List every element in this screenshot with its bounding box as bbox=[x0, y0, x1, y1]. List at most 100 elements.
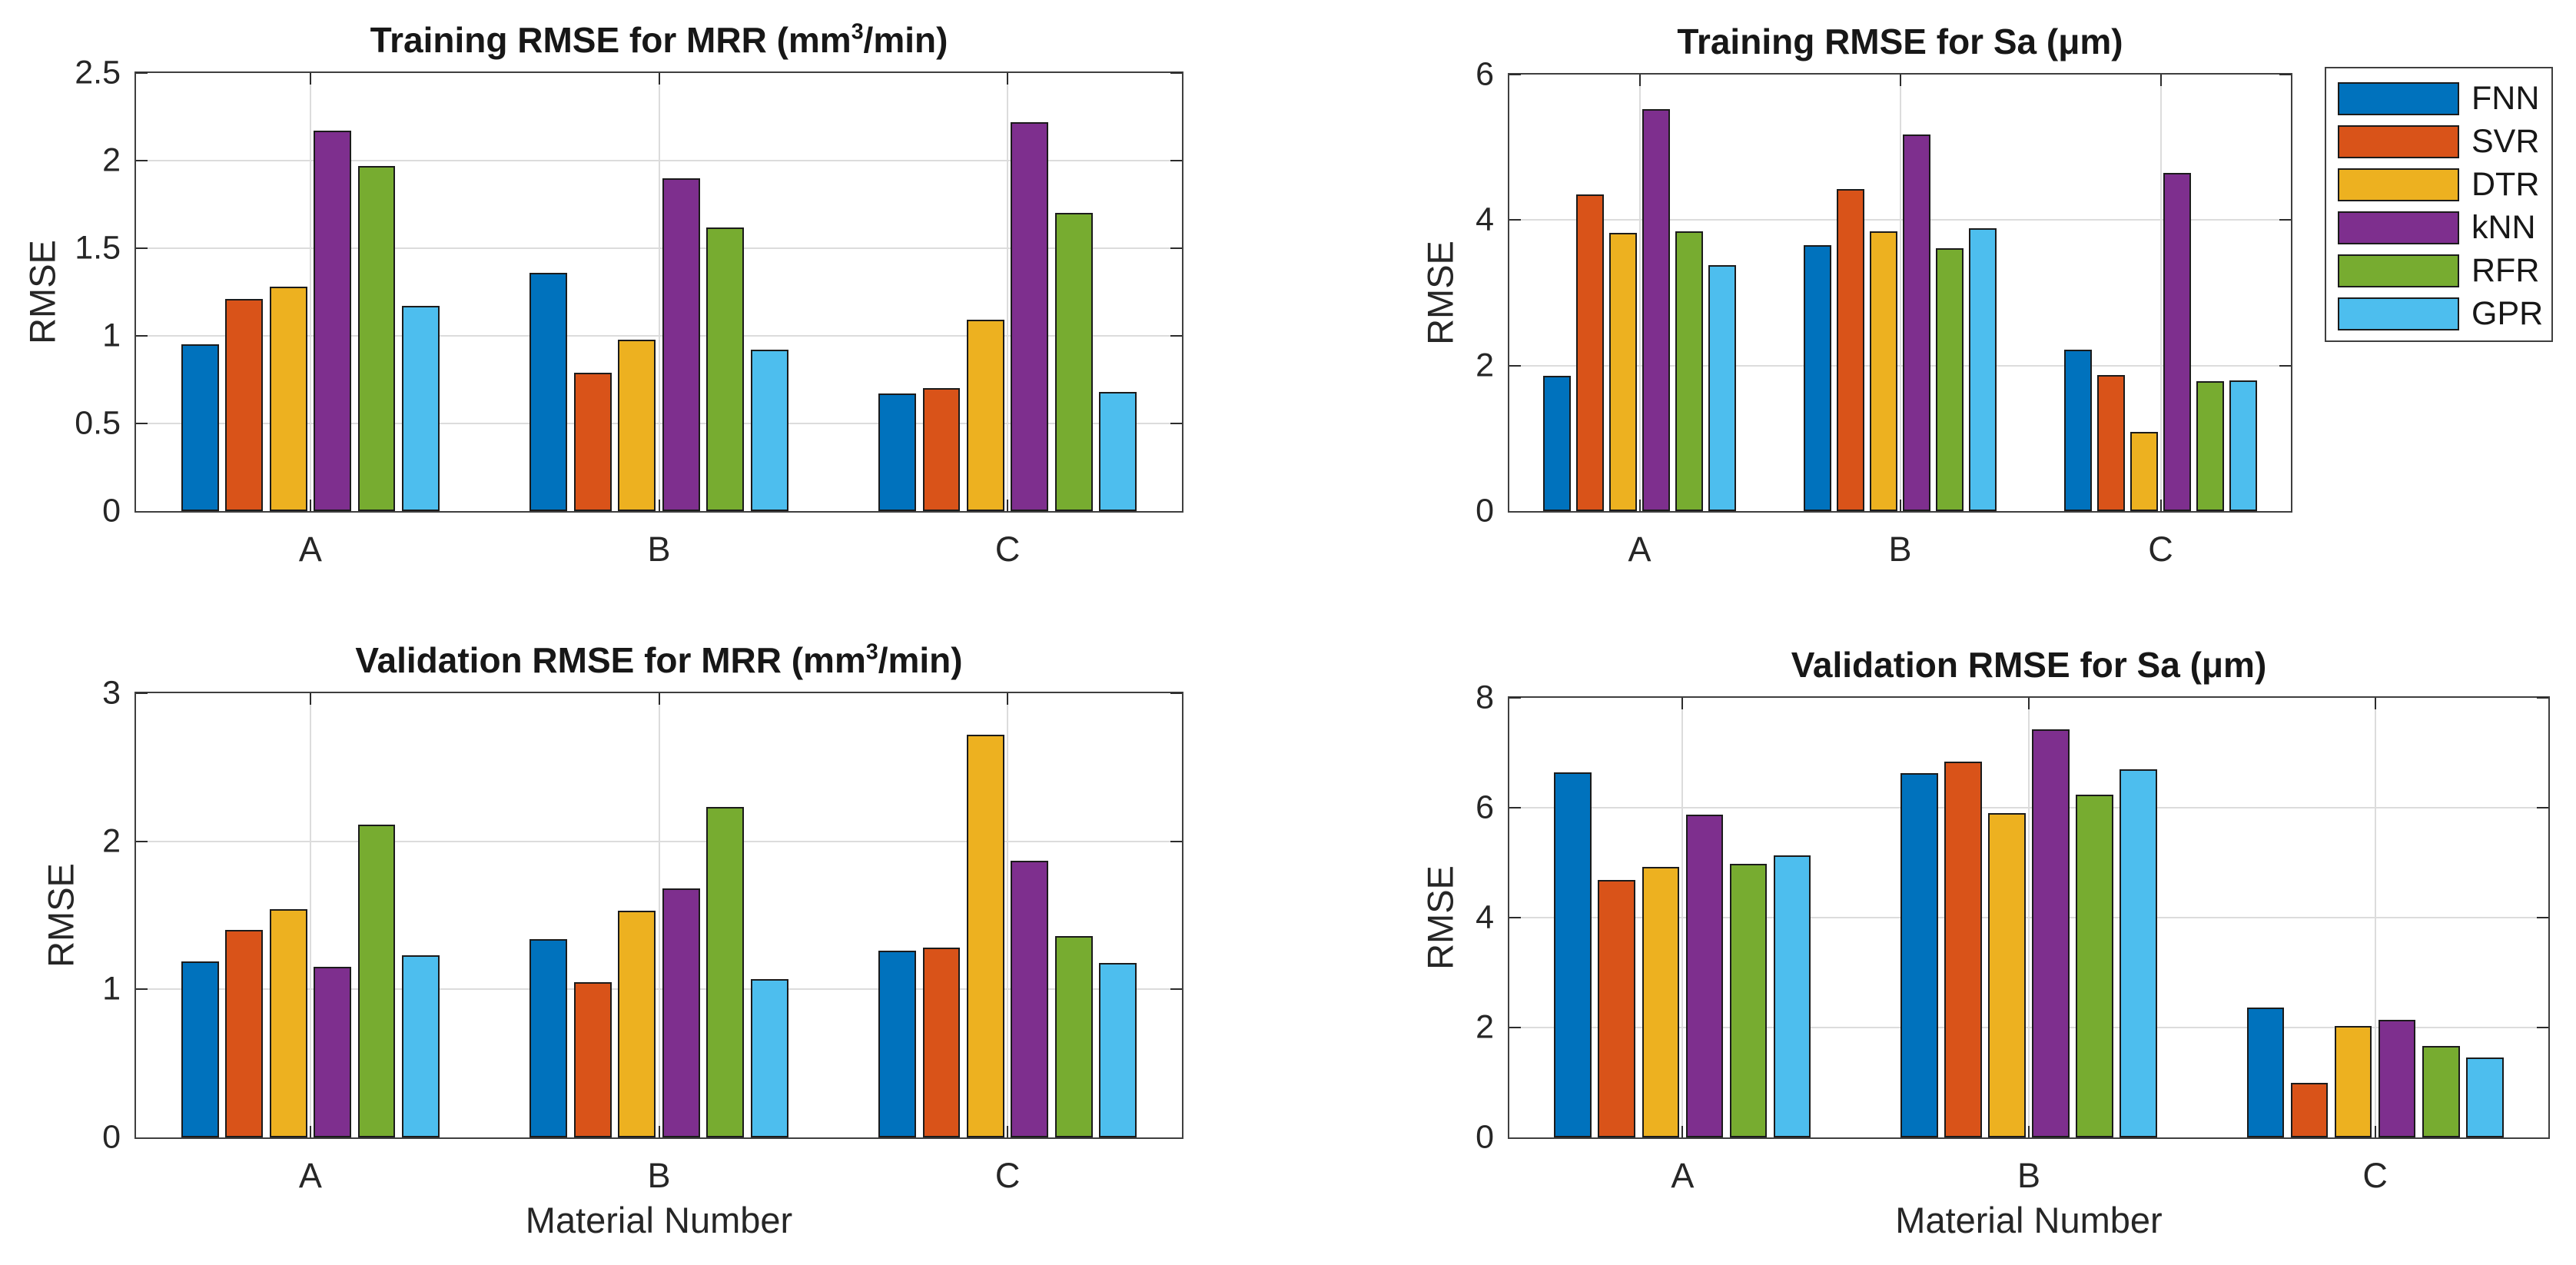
x-tick-label: A bbox=[1628, 530, 1651, 569]
bar-DTR-A bbox=[1608, 233, 1638, 511]
bar-SVR-C bbox=[922, 948, 961, 1137]
y-tick-label: 4 bbox=[1476, 201, 1494, 238]
bar-RFR-A bbox=[357, 165, 396, 511]
y-tick-label: 2.5 bbox=[75, 54, 121, 91]
x-tick-mark bbox=[1007, 73, 1009, 85]
bar-RFR-A bbox=[1729, 863, 1768, 1137]
legend-label: RFR bbox=[2471, 251, 2540, 289]
v-gridline bbox=[1681, 698, 1684, 1137]
x-tick-mark bbox=[1638, 500, 1641, 511]
y-tick-mark bbox=[1509, 807, 1521, 808]
x-tick-mark bbox=[1007, 1126, 1009, 1137]
v-gridline bbox=[1899, 75, 1901, 511]
legend-entry: SVR bbox=[2338, 120, 2551, 163]
x-tick-mark bbox=[2374, 1126, 2376, 1137]
legend-label: FNN bbox=[2471, 79, 2540, 117]
x-tick-label: C bbox=[2362, 1156, 2388, 1195]
y-tick-label: 1.5 bbox=[75, 229, 121, 267]
y-tick-mark bbox=[1170, 247, 1182, 249]
bar-SVR-A bbox=[225, 299, 264, 511]
v-gridline bbox=[309, 73, 311, 511]
x-tick-mark bbox=[1007, 693, 1009, 705]
x-tick-mark bbox=[2374, 698, 2376, 709]
legend-swatch-DTR bbox=[2338, 168, 2459, 201]
y-tick-label: 0.5 bbox=[75, 404, 121, 442]
y-tick-label: 4 bbox=[1476, 898, 1494, 936]
chart-title-superscript: 3 bbox=[851, 19, 864, 45]
x-tick-label: B bbox=[1888, 530, 1912, 569]
bar-FNN-A bbox=[181, 344, 219, 511]
bar-GPR-B bbox=[2120, 769, 2157, 1137]
axes-validation-mrr: Validation RMSE for MRR (mm3/min) RMSE M… bbox=[41, 639, 1183, 1240]
legend-swatch-SVR bbox=[2338, 125, 2459, 158]
v-gridline bbox=[658, 693, 660, 1137]
y-tick-mark bbox=[2537, 1027, 2548, 1028]
v-gridline bbox=[2159, 75, 2162, 511]
bar-GPR-A bbox=[402, 955, 440, 1137]
y-tick-mark bbox=[136, 692, 148, 694]
bar-RFR-B bbox=[2076, 794, 2113, 1137]
x-axis-label: Material Number bbox=[1895, 1200, 2163, 1240]
bar-SVR-A bbox=[1598, 879, 1635, 1137]
legend-swatch-GPR bbox=[2338, 297, 2459, 330]
x-tick-mark bbox=[658, 1126, 660, 1137]
legend: FNN SVR DTR kNN RFR GPR bbox=[2325, 67, 2553, 342]
x-tick-label: C bbox=[994, 1156, 1021, 1195]
bar-DTR-B bbox=[618, 339, 656, 511]
legend-label: GPR bbox=[2471, 294, 2544, 332]
x-tick-mark bbox=[1681, 1126, 1684, 1137]
y-tick-mark bbox=[136, 160, 148, 161]
x-tick-mark bbox=[2159, 75, 2162, 86]
bar-DTR-A bbox=[1642, 867, 1680, 1137]
chart-title: Validation RMSE for MRR (mm3/min) bbox=[11, 639, 1308, 681]
bar-SVR-B bbox=[573, 372, 612, 511]
bar-DTR-C bbox=[2130, 431, 2159, 511]
bar-FNN-C bbox=[2246, 1008, 2285, 1137]
y-tick-mark bbox=[136, 988, 148, 991]
chart-title-text: Validation RMSE for MRR (mm bbox=[355, 640, 866, 680]
y-tick-label: 0 bbox=[1476, 1118, 1494, 1156]
y-tick-mark bbox=[2279, 364, 2291, 367]
bar-GPR-C bbox=[1099, 962, 1137, 1137]
v-gridline bbox=[1007, 693, 1009, 1137]
x-tick-mark bbox=[309, 693, 311, 705]
bar-kNN-B bbox=[662, 178, 700, 511]
bar-SVR-A bbox=[1575, 194, 1605, 511]
y-tick-mark bbox=[136, 840, 148, 842]
bar-DTR-C bbox=[967, 320, 1004, 511]
bar-GPR-B bbox=[1968, 227, 1997, 511]
bar-FNN-B bbox=[529, 938, 568, 1137]
bar-GPR-B bbox=[750, 978, 788, 1137]
v-gridline bbox=[2028, 698, 2030, 1137]
y-tick-label: 3 bbox=[102, 674, 121, 712]
y-tick-label: 6 bbox=[1476, 55, 1494, 93]
bar-RFR-A bbox=[1675, 231, 1704, 511]
bar-DTR-C bbox=[2334, 1025, 2372, 1137]
bar-DTR-A bbox=[269, 287, 307, 511]
v-gridline bbox=[309, 693, 311, 1137]
v-gridline bbox=[1007, 73, 1009, 511]
y-tick-label: 2 bbox=[1476, 347, 1494, 384]
bar-RFR-C bbox=[1054, 213, 1093, 511]
bar-kNN-C bbox=[1011, 121, 1049, 511]
bar-DTR-B bbox=[1869, 231, 1898, 511]
x-tick-label: B bbox=[2017, 1156, 2041, 1195]
bar-SVR-B bbox=[1836, 188, 1865, 511]
legend-entry: FNN bbox=[2338, 77, 2551, 120]
bar-RFR-B bbox=[706, 807, 745, 1137]
legend-label: DTR bbox=[2471, 165, 2540, 203]
y-axis-label: RMSE bbox=[1419, 241, 1461, 345]
bar-SVR-A bbox=[225, 930, 264, 1137]
y-tick-mark bbox=[2537, 807, 2548, 808]
bar-kNN-A bbox=[1685, 814, 1724, 1137]
y-tick-mark bbox=[1170, 840, 1182, 842]
bar-RFR-C bbox=[1054, 935, 1093, 1137]
bar-SVR-C bbox=[922, 388, 961, 511]
v-gridline bbox=[1638, 75, 1641, 511]
bar-GPR-A bbox=[1708, 265, 1737, 511]
x-tick-label: B bbox=[647, 1156, 671, 1195]
legend-entry: GPR bbox=[2338, 292, 2551, 335]
y-tick-mark bbox=[1509, 364, 1521, 367]
x-tick-mark bbox=[1638, 75, 1641, 86]
bar-FNN-B bbox=[1803, 245, 1832, 511]
